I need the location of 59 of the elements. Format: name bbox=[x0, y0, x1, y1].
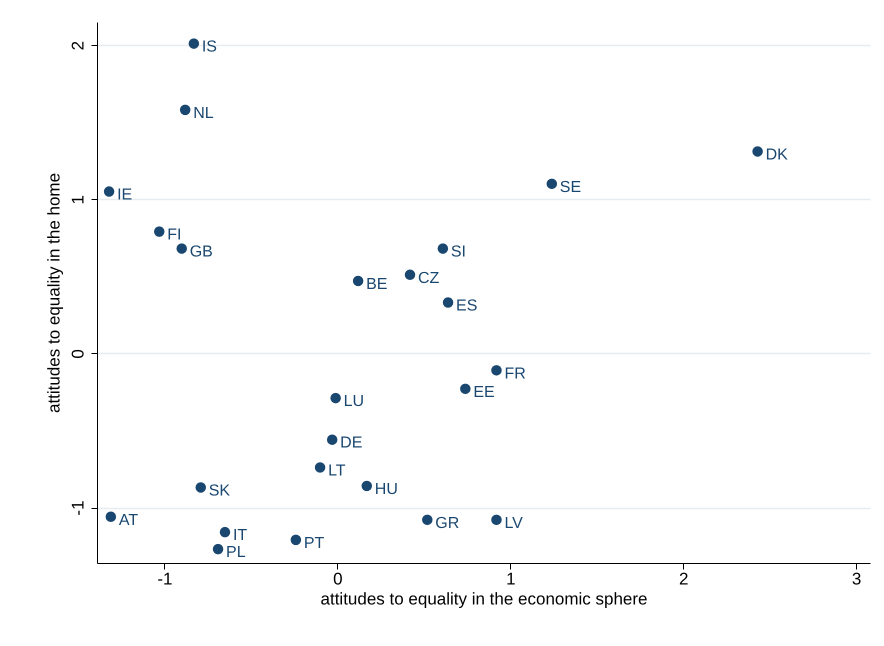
x-tick-label: -1 bbox=[157, 570, 173, 588]
point bbox=[491, 365, 502, 376]
point bbox=[290, 534, 302, 546]
y-tick-label: 2 bbox=[68, 40, 88, 50]
x-tick-label: 2 bbox=[679, 570, 688, 588]
data-label: FR bbox=[504, 365, 526, 382]
y-tick-label: 0 bbox=[68, 349, 88, 359]
point bbox=[752, 146, 763, 157]
data-label: IT bbox=[232, 527, 248, 544]
point bbox=[104, 186, 114, 197]
data-label: LV bbox=[504, 514, 524, 532]
point bbox=[326, 434, 338, 445]
x-tick-label: 1 bbox=[506, 570, 516, 588]
data-label: SI bbox=[450, 244, 466, 261]
data-label: AT bbox=[118, 512, 138, 529]
point bbox=[176, 243, 187, 254]
point bbox=[404, 270, 416, 280]
data-label: SK bbox=[208, 482, 230, 500]
y-tick-label: -1 bbox=[68, 500, 88, 516]
data-label: PL bbox=[226, 544, 246, 562]
point bbox=[460, 384, 471, 394]
data-label: HU bbox=[374, 480, 398, 498]
data-label: ES bbox=[456, 298, 478, 315]
data-label: NL bbox=[193, 104, 214, 122]
x-axis-title: attitudes to equality in the economic sphere bbox=[320, 590, 648, 608]
point bbox=[422, 514, 433, 526]
data-label: EE bbox=[473, 384, 495, 401]
data-label: IE bbox=[117, 186, 132, 204]
point bbox=[330, 392, 341, 404]
point bbox=[438, 243, 448, 254]
point bbox=[154, 226, 164, 237]
data-label: DE bbox=[340, 434, 362, 452]
point bbox=[314, 462, 326, 473]
data-label: DK bbox=[766, 146, 788, 164]
x-tick-label: 3 bbox=[852, 570, 862, 588]
data-label: LT bbox=[328, 462, 346, 480]
data-label: GB bbox=[190, 244, 213, 261]
point bbox=[362, 480, 372, 492]
point bbox=[352, 276, 364, 286]
point bbox=[442, 297, 454, 308]
point bbox=[220, 526, 230, 538]
point bbox=[188, 38, 200, 49]
x-tick-label: 0 bbox=[333, 570, 343, 588]
point bbox=[546, 178, 558, 190]
data-label: LU bbox=[344, 393, 364, 410]
y-axis-title: attitudes to equality in the home bbox=[44, 172, 64, 414]
point bbox=[491, 514, 502, 526]
point bbox=[180, 104, 190, 116]
data-label: IS bbox=[202, 38, 217, 56]
point bbox=[212, 544, 224, 554]
data-label: FI bbox=[167, 226, 182, 244]
point bbox=[106, 512, 116, 522]
data-label: CZ bbox=[418, 270, 440, 287]
data-label: PT bbox=[304, 534, 325, 552]
y-tick-label: 1 bbox=[68, 195, 88, 204]
data-label: SE bbox=[560, 178, 582, 196]
data-label: BE bbox=[366, 276, 388, 293]
data-label: GR bbox=[435, 514, 460, 532]
point bbox=[196, 482, 206, 493]
